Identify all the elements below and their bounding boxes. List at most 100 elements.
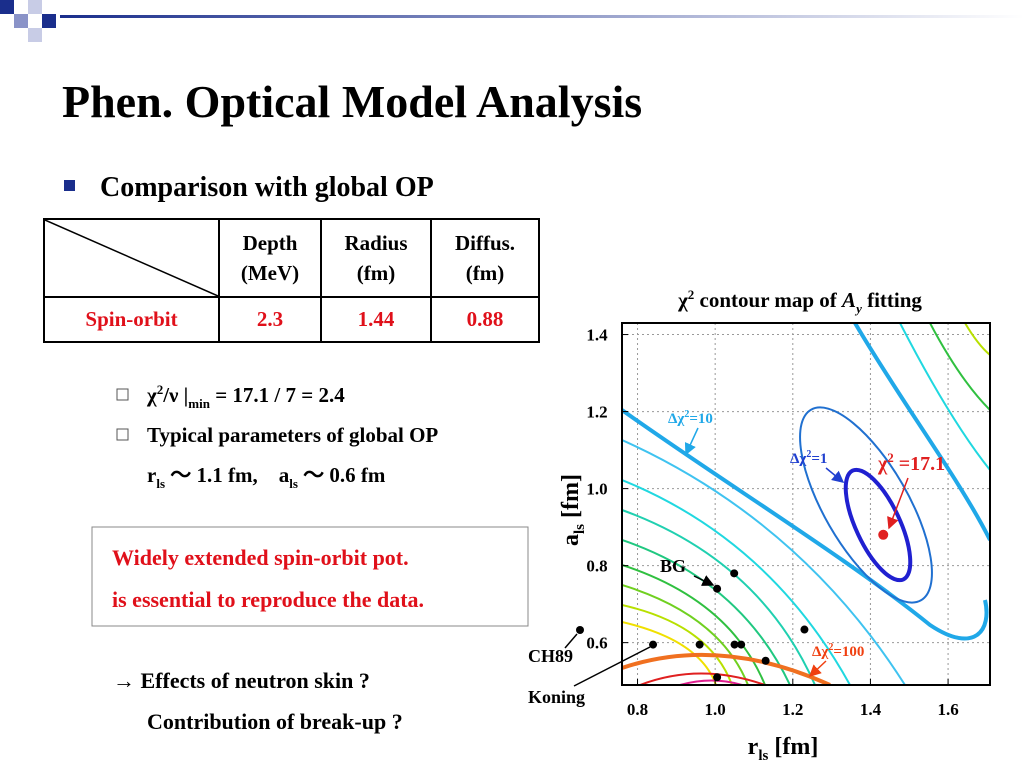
contours [622, 323, 990, 685]
header-cell: Radius (fm) [320, 218, 432, 298]
text: 2 [688, 287, 695, 302]
text: /ν | [162, 383, 188, 407]
y-tick-label: 0.6 [586, 634, 607, 653]
arrow [573, 646, 651, 687]
text: 2 [828, 642, 833, 653]
text: a [558, 534, 584, 546]
text: Δχ [790, 451, 807, 467]
callout-text: Widely extended spin-orbit pot. [112, 545, 409, 570]
points [649, 529, 889, 682]
text: min [188, 396, 210, 411]
cell: 0.88 [430, 296, 540, 343]
text: ～ 1.1 fm, a [165, 463, 290, 487]
text: = 17.1 / 7 = 2.4 [210, 383, 345, 407]
annotation: Δχ2=100 [812, 642, 864, 660]
table: Depth (MeV) Radius (fm) Diffus. (fm) Spin-o… [43, 218, 540, 343]
arrow [825, 467, 845, 483]
data-point [695, 640, 704, 649]
sub-bullet: rls ～ 1.1 fm, als ～ 0.6 fm [147, 463, 386, 491]
data-point [737, 640, 746, 649]
y-tick-label: 1.4 [586, 326, 608, 345]
text: =1 [811, 451, 827, 467]
bullet-text: Comparison with global OP [100, 172, 434, 203]
text: 2 [157, 382, 164, 397]
note: Contribution of break-up ? [147, 709, 403, 734]
text: r [147, 463, 156, 487]
data-point [649, 640, 658, 649]
annotation: Koning [528, 687, 585, 707]
sub-bullet: χ2/ν |min = 17.1 / 7 = 2.4 [146, 382, 345, 411]
text: 2 [684, 409, 689, 420]
text: Δχ [812, 644, 829, 660]
diagonal [45, 220, 218, 296]
sub-bullet-marker [116, 428, 129, 441]
arrow [684, 427, 699, 456]
corner-cell [43, 218, 220, 298]
text: ls [758, 748, 768, 764]
x-axis-label: rls [fm] [748, 734, 819, 764]
x-tick-label: 1.4 [860, 700, 882, 719]
cell: 1.44 [320, 296, 432, 343]
data-point [713, 584, 722, 593]
plot-frame [621, 322, 991, 686]
annotation: Δχ2=10 [668, 409, 713, 427]
text: contour map of [694, 288, 842, 312]
text: χ [146, 383, 157, 407]
text: r [748, 734, 759, 760]
minimum-point [878, 529, 889, 540]
text: ～ 0.6 fm [298, 463, 386, 487]
arrow [693, 575, 715, 586]
annotation: Δχ2=1 [790, 449, 827, 467]
text: fitting [862, 288, 923, 312]
callout-box [91, 526, 529, 627]
header-cell: Depth (MeV) [218, 218, 322, 298]
text: =100 [833, 644, 864, 660]
y-tick-label: 1.0 [586, 480, 607, 499]
cell: Spin-orbit [43, 296, 220, 343]
sub-bullet: Typical parameters of global OP [147, 423, 438, 447]
x-tick-label: 1.6 [937, 700, 958, 719]
cell: 2.3 [218, 296, 322, 343]
arrow [564, 633, 578, 649]
table-row: Spin-orbit 2.3 1.44 0.88 [43, 296, 540, 343]
text: [fm] [558, 474, 584, 524]
callout-text: is essential to reproduce the data. [112, 587, 424, 612]
data-point [730, 640, 739, 649]
text: 2 [806, 449, 811, 460]
x-tick-label: 1.0 [705, 700, 726, 719]
data-point [800, 625, 809, 634]
text: A [840, 288, 856, 312]
text: Δχ [668, 411, 685, 427]
text: χ [677, 288, 688, 312]
bullet-marker [64, 180, 75, 191]
text: 2 [887, 450, 894, 465]
grid [622, 323, 990, 685]
arrow [887, 477, 909, 530]
y-tick-label: 1.2 [586, 403, 607, 422]
note: → Effects of neutron skin ? [113, 668, 370, 693]
data-point [761, 656, 770, 665]
text: y [854, 301, 862, 316]
text: ls [289, 476, 298, 491]
table-header: Depth (MeV) Radius (fm) Diffus. (fm) [43, 218, 540, 298]
sub-bullet-marker [116, 388, 129, 401]
y-axis-label: als [fm] [558, 474, 588, 546]
data-point [730, 569, 739, 578]
text: ls [156, 476, 165, 491]
annotation: CH89 [528, 646, 573, 666]
text: ls [572, 524, 588, 534]
chart-title: χ2 contour map of Ay fitting [677, 287, 922, 316]
decoration [0, 0, 1024, 42]
y-tick-label: 0.8 [586, 557, 607, 576]
text: χ [877, 453, 888, 475]
arrow [808, 660, 827, 678]
annotation: χ2 =17.1 [877, 450, 945, 475]
x-tick-label: 0.8 [627, 700, 648, 719]
slide-title: Phen. Optical Model Analysis [62, 76, 642, 127]
text: [fm] [768, 734, 818, 760]
text: =10 [689, 411, 713, 427]
annotation: BG [660, 556, 686, 576]
header-cell: Diffus. (fm) [430, 218, 540, 298]
